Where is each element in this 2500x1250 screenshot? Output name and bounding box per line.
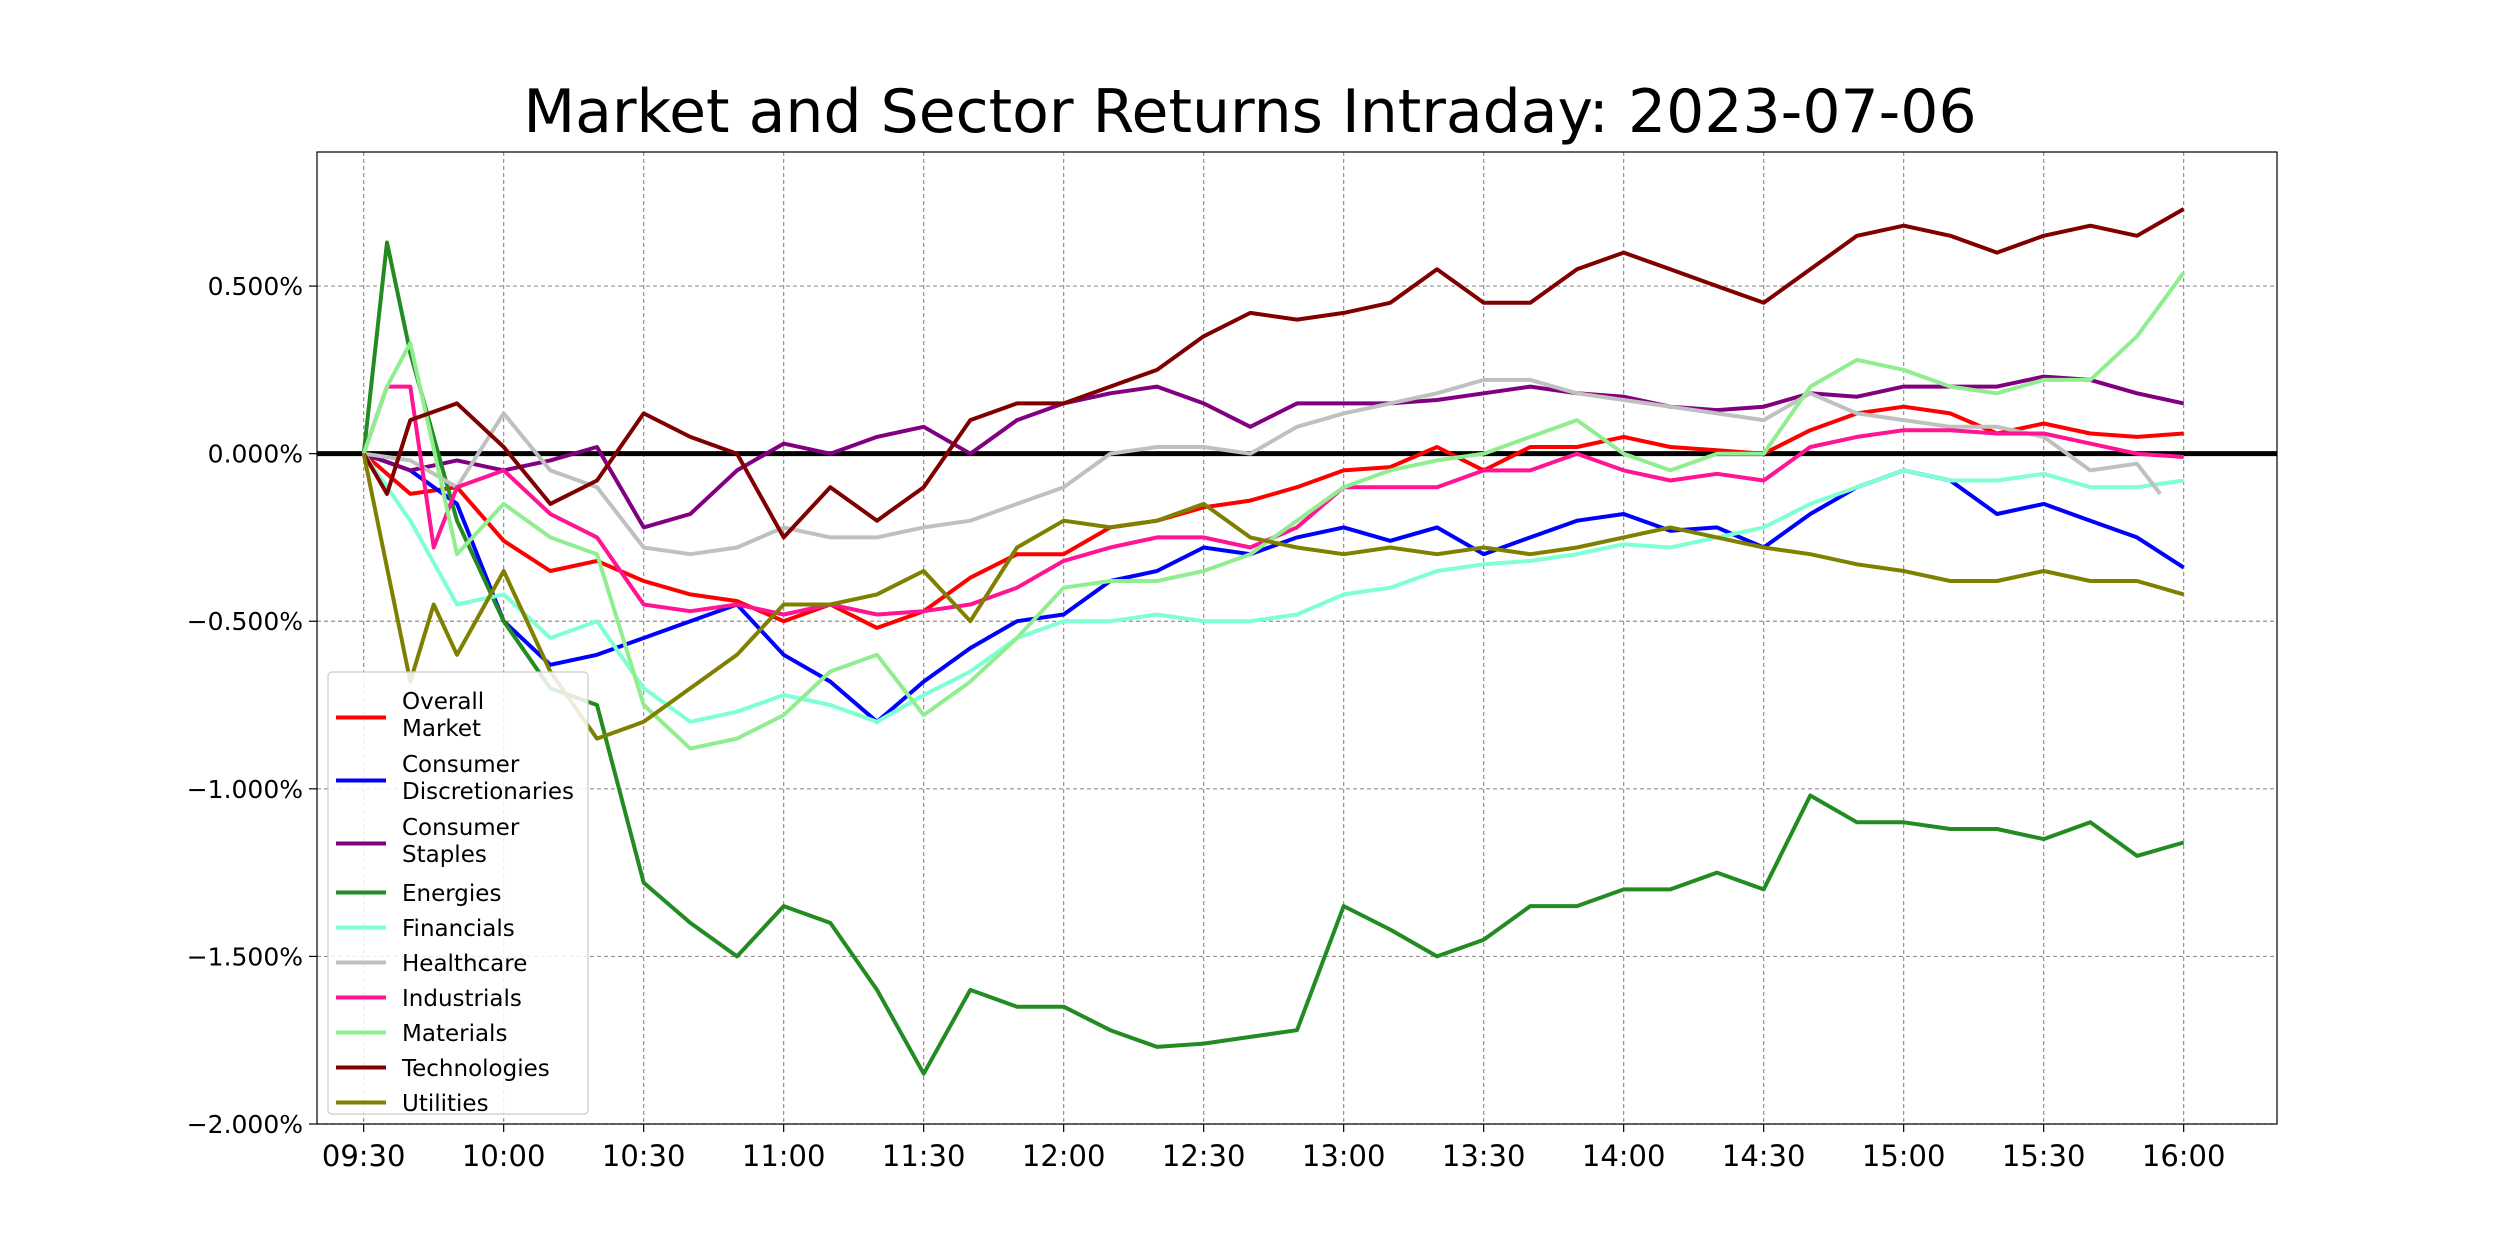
x-tick-label: 13:30 (1442, 1139, 1526, 1173)
y-tick-label: −1.500% (187, 942, 303, 971)
x-tick-label: 14:00 (1582, 1139, 1666, 1173)
legend-label: Energies (402, 881, 501, 907)
x-tick-label: 10:00 (462, 1139, 546, 1173)
legend-label: Overall (402, 689, 484, 715)
legend-label: Consumer (402, 752, 520, 778)
series-line-overall-market (362, 404, 2184, 630)
legend-label: Discretionaries (402, 779, 574, 805)
gridlines (317, 152, 2277, 1125)
x-axis-ticks: 09:30 10:00 10:30 11:00 11:30 12:00 12:30 13:00… (322, 1124, 2226, 1173)
x-tick-label: 12:30 (1162, 1139, 1246, 1173)
x-tick-label: 13:00 (1302, 1139, 1386, 1173)
y-tick-label: 0.500% (208, 272, 303, 301)
y-tick-label: −2.000% (187, 1110, 303, 1139)
series-line-industrials (361, 384, 2184, 617)
x-tick-label: 09:30 (322, 1139, 406, 1173)
x-tick-label: 11:00 (742, 1139, 826, 1173)
plot-frame (316, 151, 2278, 1125)
legend: OverallMarketConsumerDiscretionariesCons… (327, 671, 589, 1117)
legend-label: Materials (402, 1021, 507, 1047)
series-lines (361, 207, 2186, 1076)
legend-label: Market (402, 716, 481, 742)
series-line-materials (361, 271, 2186, 751)
series-line-healthcare (363, 377, 2162, 557)
legend-label: Consumer (402, 815, 520, 841)
x-tick-label: 15:00 (1862, 1139, 1946, 1173)
legend-label: Financials (402, 916, 515, 942)
legend-label: Utilities (402, 1091, 489, 1117)
series-line-technologies (361, 207, 2185, 540)
series-line-utilities (361, 453, 2185, 741)
x-tick-label: 10:30 (602, 1139, 686, 1173)
legend-label: Staples (402, 842, 487, 868)
series-line-energies (361, 240, 2185, 1076)
y-tick-label: 0.000% (208, 440, 303, 469)
legend-label: Industrials (402, 986, 522, 1012)
y-axis-ticks: 0.500% 0.000% −0.500% −1.000% −1.500% −2.000% (187, 272, 317, 1139)
series-line-consumer-staples (363, 374, 2185, 530)
y-tick-label: −1.000% (187, 775, 303, 804)
y-tick-label: −0.500% (187, 607, 303, 636)
legend-label: Healthcare (402, 951, 527, 977)
x-tick-label: 15:30 (2002, 1139, 2086, 1173)
legend-box (327, 671, 589, 1115)
legend-label: Technologies (401, 1056, 550, 1082)
x-tick-label: 11:30 (882, 1139, 966, 1173)
chart-title: Market and Sector Returns Intraday: 2023… (523, 77, 1976, 147)
x-tick-label: 12:00 (1022, 1139, 1106, 1173)
x-tick-label: 16:00 (2142, 1139, 2226, 1173)
x-tick-label: 14:30 (1722, 1139, 1806, 1173)
